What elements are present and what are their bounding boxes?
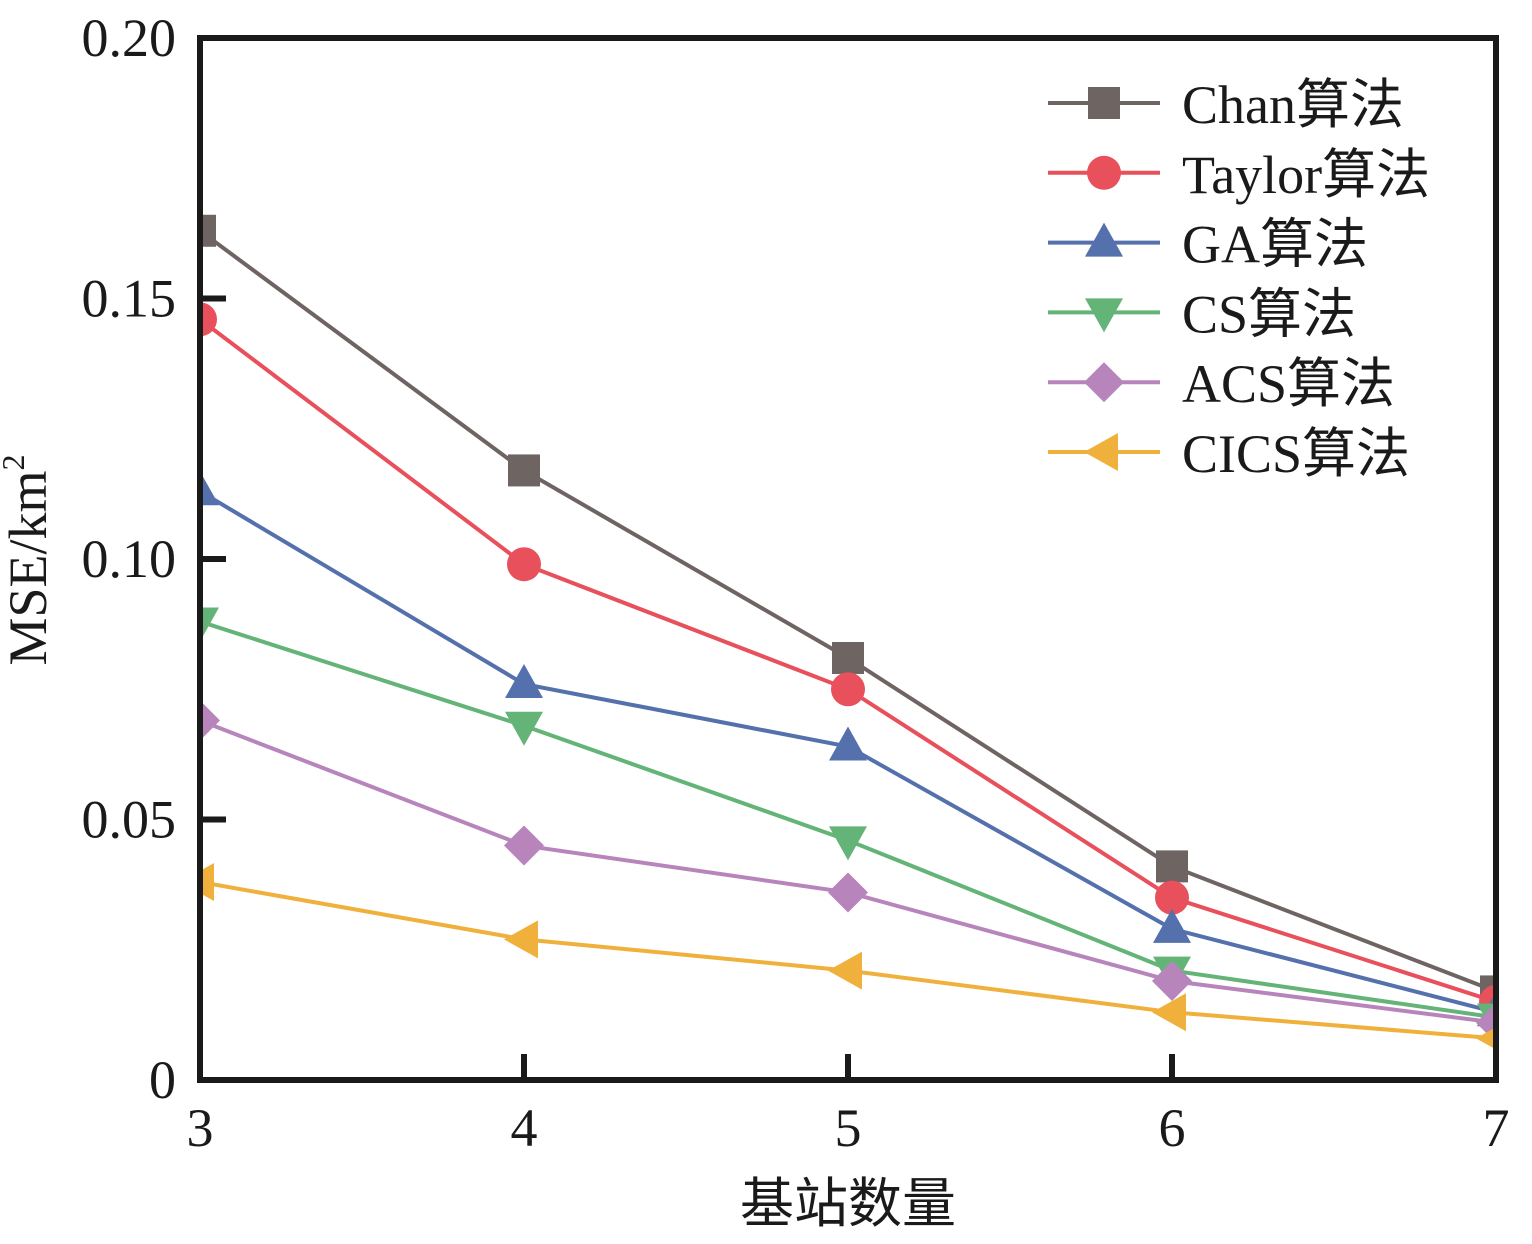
y-tick-label: 0.15 xyxy=(82,269,177,329)
y-axis-title-main: MSE/km xyxy=(0,470,58,665)
data-point-marker xyxy=(200,214,216,247)
legend-label: Chan算法 xyxy=(1182,75,1404,135)
data-point-marker xyxy=(505,664,543,699)
series-1 xyxy=(200,302,1496,1019)
series-layer xyxy=(200,214,1496,1050)
legend-label: CICS算法 xyxy=(1182,424,1410,484)
data-point-marker xyxy=(504,825,544,866)
legend-marker xyxy=(1084,433,1118,471)
data-point-marker xyxy=(1155,880,1189,915)
legend-item: CS算法 xyxy=(1048,284,1356,344)
series-3 xyxy=(200,607,1496,1038)
x-tick-label: 7 xyxy=(1483,1098,1510,1158)
legend-item: ACS算法 xyxy=(1048,354,1395,414)
legend-label: GA算法 xyxy=(1182,215,1368,275)
data-point-marker xyxy=(831,672,865,707)
data-point-marker xyxy=(507,547,541,582)
data-point-marker xyxy=(505,711,543,746)
x-tick-label: 4 xyxy=(511,1098,538,1158)
data-point-marker xyxy=(1152,961,1192,1002)
y-tick-label: 0.20 xyxy=(82,8,177,68)
series-5 xyxy=(200,863,1496,1050)
y-tick-label: 0 xyxy=(149,1050,176,1110)
legend-item: CICS算法 xyxy=(1048,424,1410,484)
legend: Chan算法 Taylor算法 GA算法 CS算法 ACS算法 CICS算法 xyxy=(1048,75,1430,484)
data-point-marker xyxy=(1476,1027,1496,1050)
legend-marker xyxy=(1087,155,1121,190)
x-tick-label: 6 xyxy=(1159,1098,1186,1158)
data-point-marker xyxy=(200,471,219,506)
y-tick-label: 0.10 xyxy=(82,529,177,589)
data-point-marker xyxy=(1152,993,1186,1032)
data-point-marker xyxy=(200,700,220,741)
data-point-marker xyxy=(829,726,867,761)
legend-item: Taylor算法 xyxy=(1048,145,1430,205)
legend-item: Chan算法 xyxy=(1048,75,1404,135)
data-point-marker xyxy=(829,826,867,861)
legend-marker xyxy=(1088,87,1120,119)
legend-item: GA算法 xyxy=(1048,215,1368,275)
legend-marker xyxy=(1085,298,1123,333)
data-point-marker xyxy=(832,641,864,674)
x-axis-title: 基站数量 xyxy=(740,1174,956,1234)
legend-marker xyxy=(1085,222,1123,257)
data-point-marker xyxy=(828,951,862,990)
data-point-marker xyxy=(508,454,540,487)
x-tick-label: 5 xyxy=(835,1098,862,1158)
y-axis-title: MSE/km2 xyxy=(0,454,58,665)
data-point-marker xyxy=(200,302,217,337)
data-point-marker xyxy=(1156,850,1188,883)
legend-label: CS算法 xyxy=(1182,284,1356,344)
data-point-marker xyxy=(504,920,538,959)
y-axis-title-superscript: 2 xyxy=(0,454,31,470)
series-4 xyxy=(200,700,1496,1043)
legend-marker xyxy=(1084,362,1124,403)
data-point-marker xyxy=(1153,908,1191,943)
y-tick-label: 0.05 xyxy=(82,790,177,850)
x-tick-label: 3 xyxy=(187,1098,214,1158)
legend-label: Taylor算法 xyxy=(1182,145,1430,205)
data-point-marker xyxy=(828,872,868,913)
axis-layer: 3 4 5 6 7 0 0.05 0.10 0.15 0.20 xyxy=(82,8,1510,1158)
data-point-marker xyxy=(200,607,219,642)
data-point-marker xyxy=(200,863,214,902)
legend-label: ACS算法 xyxy=(1182,354,1395,414)
